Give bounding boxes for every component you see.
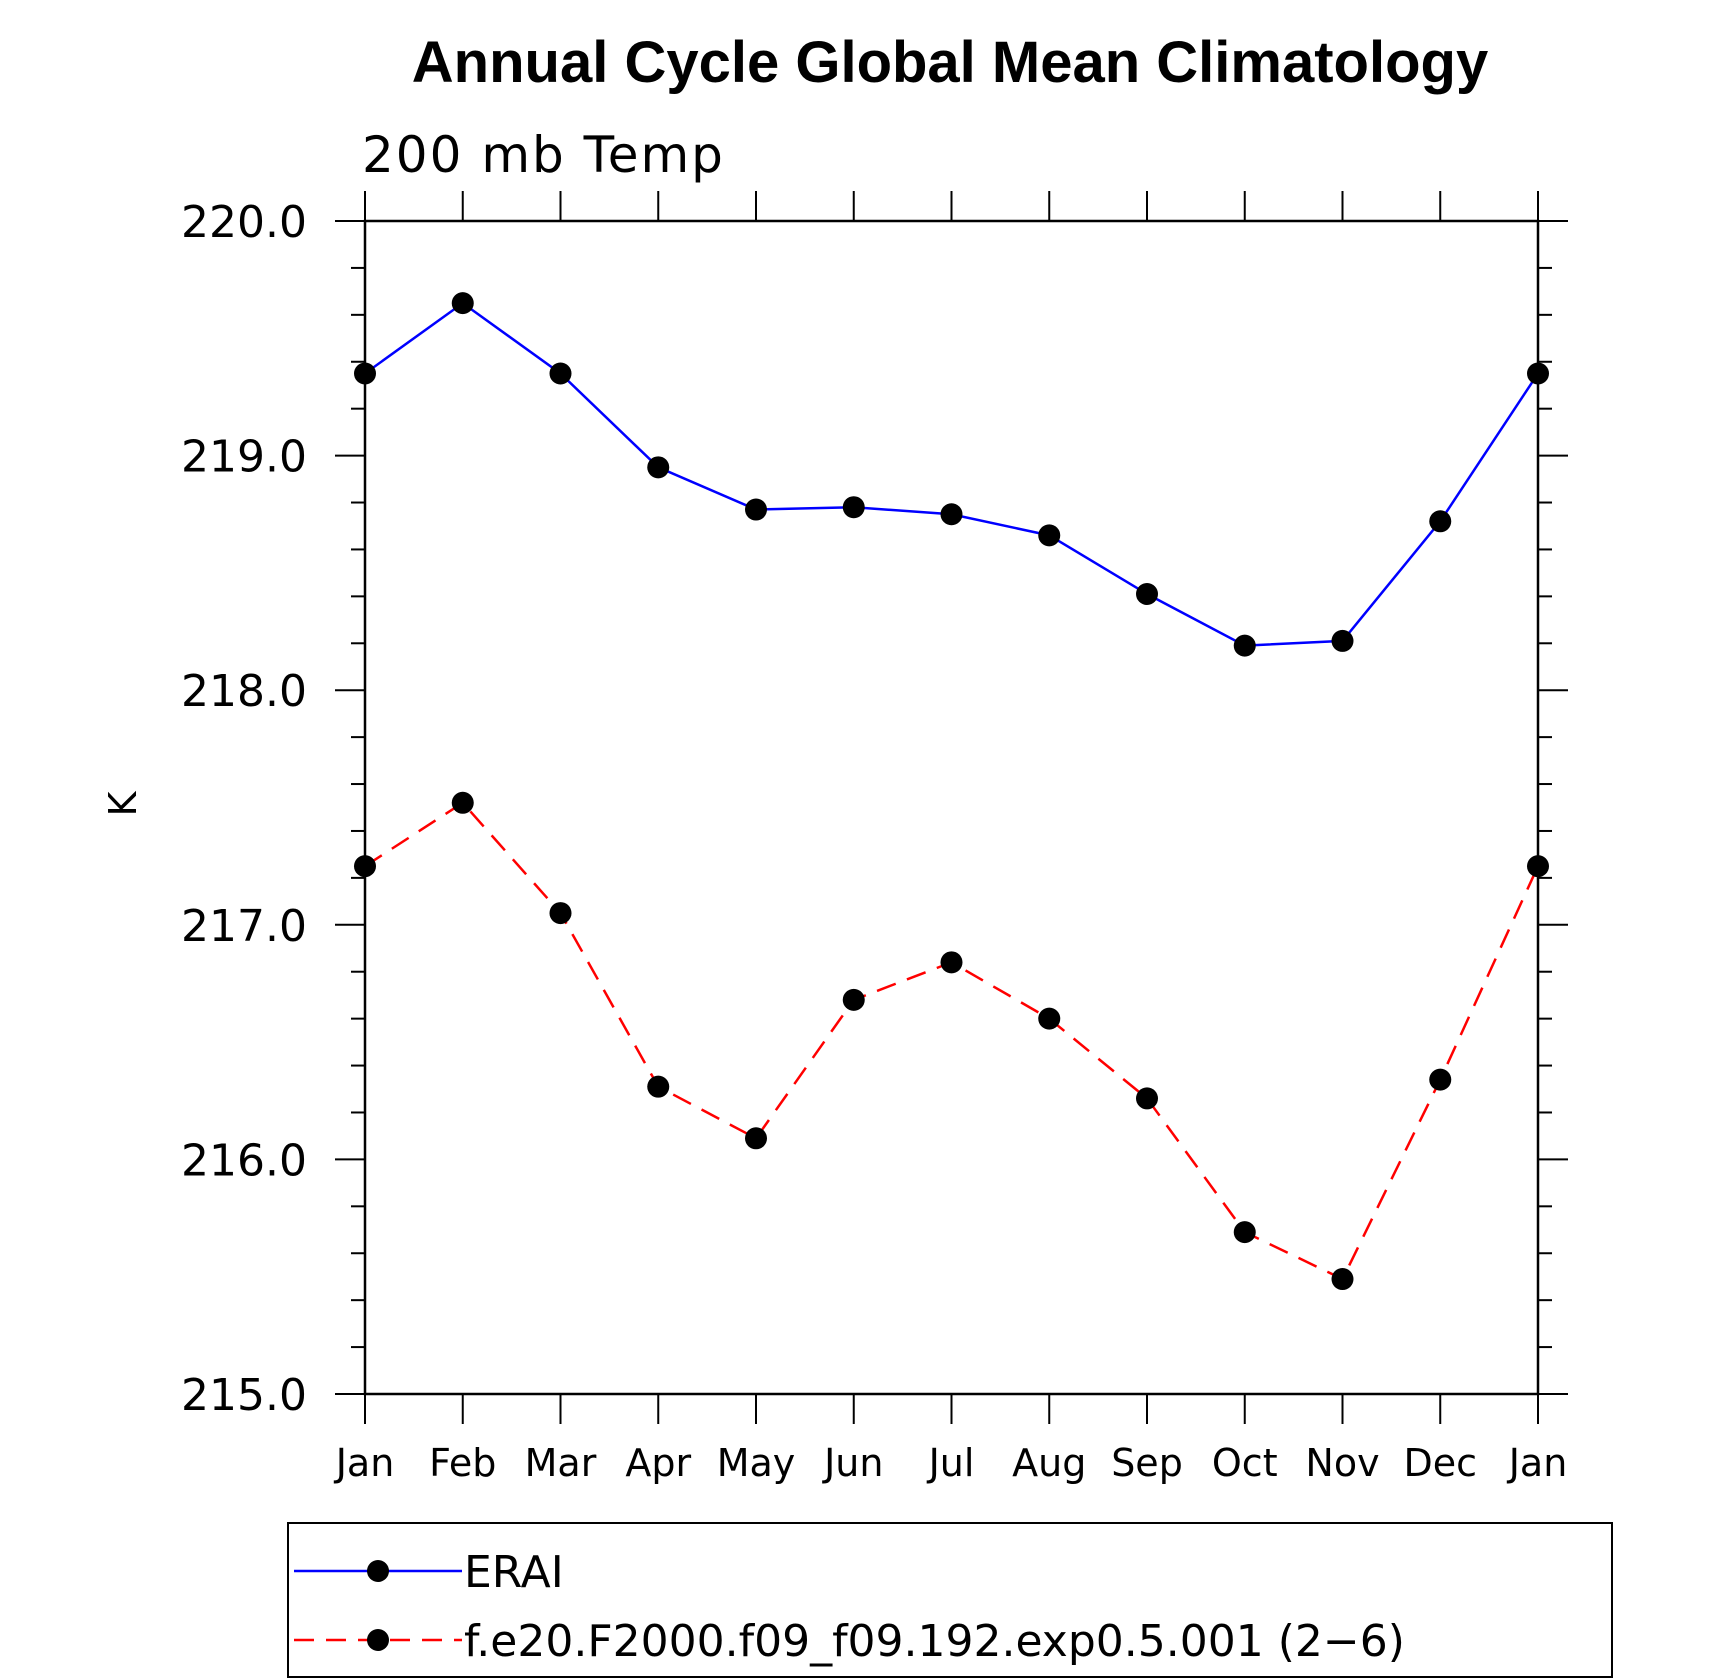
data-point [1527, 855, 1549, 878]
data-point [549, 362, 572, 385]
data-point [842, 496, 865, 519]
legend-entry-erai: ERAI [294, 1547, 564, 1598]
data-point [1429, 1068, 1452, 1091]
data-point [1527, 362, 1549, 385]
chart-subtitle: 200 mb Temp [362, 126, 725, 184]
data-point [354, 362, 376, 385]
data-point [1233, 1221, 1256, 1244]
chart-title: Annual Cycle Global Mean Climatology [412, 30, 1488, 95]
data-point [940, 951, 963, 974]
data-point [1331, 629, 1354, 652]
x-tick-label: Feb [429, 1441, 496, 1485]
data-point [451, 791, 474, 814]
y-tick-label: 217.0 [181, 901, 307, 952]
series-layer [354, 292, 1549, 1291]
y-tick-label: 215.0 [181, 1370, 307, 1421]
legend-marker-model [367, 1629, 389, 1651]
x-tick-label: Jul [927, 1441, 975, 1485]
x-tick-label: May [717, 1441, 796, 1485]
data-point [1038, 524, 1061, 547]
data-point [842, 988, 865, 1011]
x-tick-label: Oct [1212, 1441, 1278, 1485]
y-tick-label: 219.0 [181, 432, 307, 483]
legend-entry-model: f.e20.F2000.f09_f09.192.exp0.5.001 (2−6) [294, 1616, 1405, 1667]
data-point [940, 503, 963, 526]
data-point [1331, 1268, 1354, 1291]
plot-frame [363, 219, 1540, 1396]
x-tick-label: Nov [1305, 1441, 1379, 1485]
data-point [745, 498, 767, 521]
data-point [1136, 1087, 1158, 1110]
x-tick-label: Aug [1012, 1441, 1086, 1485]
data-point [647, 456, 670, 479]
x-tick-label: Jan [1507, 1441, 1568, 1485]
data-point [451, 292, 474, 315]
x-tick-label: Mar [525, 1441, 597, 1485]
y-tick-label: 216.0 [181, 1135, 307, 1186]
y-tick-label: 218.0 [181, 666, 307, 717]
plot-axes: 215.0 216.0 217.0 218.0 219.0 220.0 Jan Feb Mar A… [181, 191, 1568, 1485]
x-tick-label: Jun [822, 1441, 883, 1485]
legend-box [287, 1522, 1613, 1678]
data-point [1136, 583, 1158, 606]
legend-label-erai: ERAI [464, 1547, 564, 1598]
data-point [745, 1127, 767, 1150]
series-line-0 [364, 301, 1540, 647]
data-point [549, 902, 572, 925]
data-point [1038, 1007, 1061, 1030]
y-tick-label: 220.0 [181, 197, 307, 248]
data-point [647, 1075, 670, 1098]
legend-label-model: f.e20.F2000.f09_f09.192.exp0.5.001 (2−6) [464, 1616, 1405, 1667]
series-1 [354, 791, 1549, 1291]
x-tick-label: Dec [1403, 1441, 1477, 1485]
data-point [1429, 510, 1452, 533]
x-tick-label: Sep [1111, 1441, 1183, 1485]
x-tick-label: Jan [334, 1441, 395, 1485]
data-point [1233, 634, 1256, 657]
data-point [354, 855, 376, 878]
series-line-1 [364, 801, 1540, 1281]
y-axis-label: K [101, 790, 145, 816]
x-tick-label: Apr [625, 1441, 691, 1485]
series-0 [354, 292, 1549, 657]
legend-marker-erai [367, 1560, 389, 1582]
